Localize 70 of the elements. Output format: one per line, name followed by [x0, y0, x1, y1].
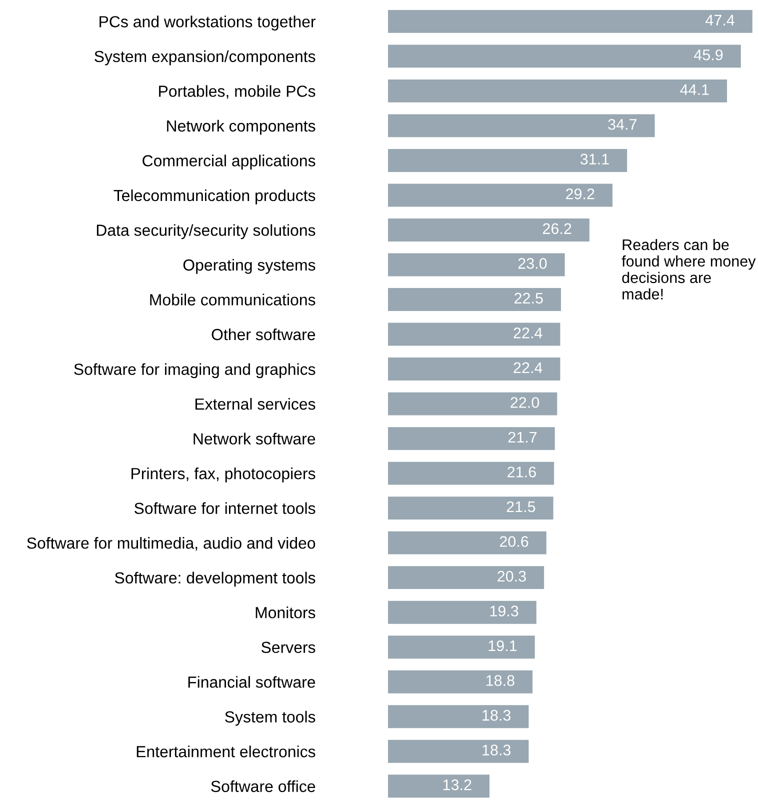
y-tick-label: Printers, fax, photocopiers: [132, 468, 316, 482]
bar: [388, 44, 741, 68]
bar: [388, 358, 560, 380]
data-label: 47.4: [706, 14, 734, 26]
y-tick-label: Financial software: [188, 676, 316, 688]
data-label: 18.3: [482, 744, 511, 756]
data-label: 34.7: [608, 118, 636, 130]
bar: [388, 740, 529, 763]
y-tick-label: Software for multimedia, audio and video: [27, 537, 316, 551]
bar: [388, 496, 554, 520]
bar: [388, 148, 628, 172]
data-label: 20.3: [498, 570, 526, 582]
data-label: 18.3: [482, 710, 511, 721]
data-label: 31.1: [580, 154, 609, 165]
data-label: 22.0: [510, 397, 540, 408]
y-tick-label: System tools: [225, 710, 316, 726]
y-tick-label: Monitors: [256, 606, 316, 618]
bar: [388, 636, 535, 659]
data-label: 29.2: [566, 188, 594, 200]
bar: [388, 774, 490, 798]
data-label: 19.3: [490, 606, 518, 616]
bar: [388, 79, 728, 102]
y-tick-label: Servers: [261, 642, 316, 654]
y-tick-label: Software for internet tools: [134, 502, 316, 514]
data-label: 21.6: [508, 466, 536, 478]
data-label: 22.4: [514, 362, 542, 373]
y-tick-label: Other software: [212, 328, 316, 340]
data-label: 22.5: [514, 292, 543, 304]
data-label: 45.9: [694, 49, 723, 60]
data-label: 13.2: [443, 779, 472, 790]
data-label: 20.6: [500, 536, 528, 547]
data-label: 44.1: [680, 84, 709, 95]
bar: [388, 114, 655, 138]
bar: [388, 566, 544, 590]
y-tick-label: Commercial applications: [142, 154, 316, 170]
bar: [388, 218, 590, 242]
bar: [388, 531, 546, 554]
bar: [388, 427, 555, 450]
bar: [388, 462, 554, 485]
y-tick-label: Portables, mobile PCs: [159, 85, 316, 99]
y-tick-label: Operating systems: [183, 258, 316, 274]
y-tick-label: External services: [195, 398, 316, 410]
y-tick-label: Entertainment electronics: [136, 746, 316, 758]
y-tick-label: Software: development tools: [114, 572, 316, 587]
data-label: 23.0: [518, 258, 547, 269]
data-label: 18.8: [486, 675, 514, 686]
bar: [388, 253, 565, 276]
y-tick-label: Telecommunication products: [114, 189, 316, 204]
y-tick-label: Mobile communications: [150, 294, 316, 306]
y-tick-label: System expansion/components: [94, 50, 316, 66]
y-tick-label: Software for imaging and graphics: [74, 363, 316, 378]
y-tick-label: PCs and workstations together: [100, 16, 316, 31]
bar: [388, 705, 529, 728]
data-label: 26.2: [542, 223, 572, 234]
annotation: Readers can be found where money decisions are made!: [622, 238, 756, 300]
y-tick-label: Data security/security solutions: [96, 224, 316, 240]
bar: [388, 288, 561, 311]
bar: [388, 600, 536, 624]
data-label: 22.4: [514, 328, 542, 338]
y-tick-label: Network software: [194, 432, 316, 444]
bar: [388, 322, 560, 346]
data-label: 21.7: [508, 432, 537, 442]
bar: [388, 184, 612, 207]
bar: [388, 392, 558, 416]
bar: [388, 10, 752, 33]
y-tick-label: Software office: [211, 780, 316, 792]
bar: [388, 670, 533, 694]
y-tick-label: Network components: [167, 120, 316, 135]
data-label: 21.5: [506, 501, 536, 512]
data-label: 19.1: [488, 640, 517, 652]
